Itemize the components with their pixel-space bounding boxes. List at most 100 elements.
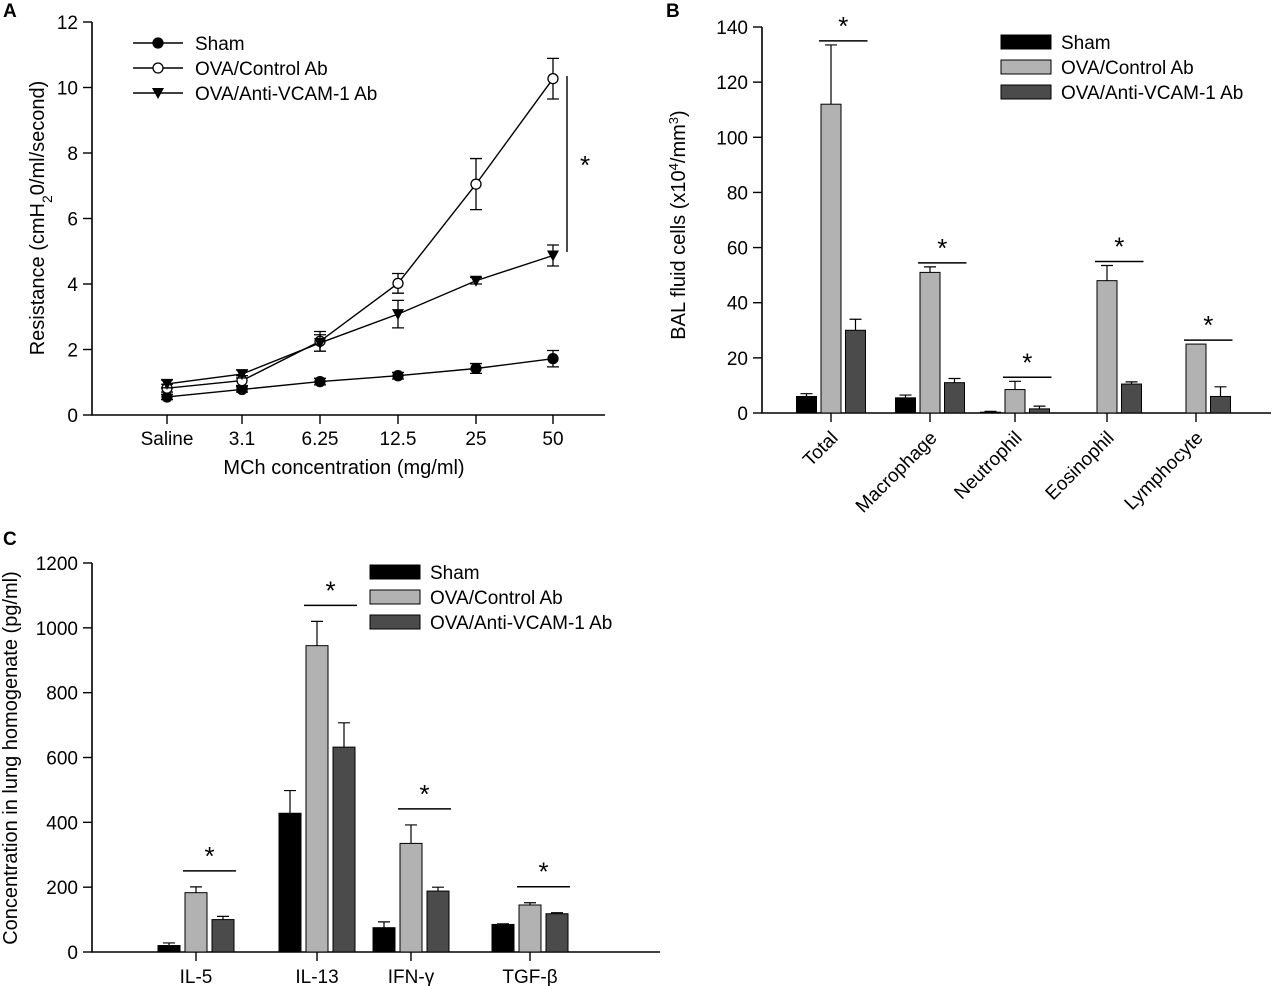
y-axis-label-c: Concentration in lung homogenate (pg/ml)	[0, 571, 22, 945]
chart-a: A 0 2 4 6 8 10 12 Saline 3.1 6.25 12.5 25 50 Resist…	[3, 1, 605, 479]
error-bar-b	[899, 394, 912, 398]
y-tick-label-c: 400	[46, 813, 78, 834]
bar-b	[796, 395, 817, 414]
y-tick-label-c: 200	[46, 878, 78, 899]
data-point-a	[470, 178, 482, 190]
y-axis-ticks-c: 0 200 400 600 800 1000 1200	[36, 554, 92, 964]
bar-c	[545, 913, 569, 953]
error-bar-b	[948, 377, 961, 383]
error-bar-c	[190, 886, 202, 893]
legend-b: Sham OVA/Control Ab OVA/Anti-VCAM-1 Ab	[1000, 33, 1243, 104]
legend-label-c: OVA/Anti-VCAM-1 Ab	[430, 613, 612, 634]
bar-c	[399, 842, 423, 953]
bar-b	[895, 397, 916, 414]
bar-b	[1210, 395, 1231, 414]
legend-marker-a	[152, 62, 164, 74]
bar-group-c: * * * *	[157, 575, 570, 953]
x-tick-label-c: IFN-γ	[388, 967, 435, 986]
error-bar-c	[311, 620, 323, 646]
bar-b	[1185, 343, 1207, 414]
x-axis-label-a: MCh concentration (mg/ml)	[223, 457, 464, 479]
bar-c	[426, 890, 450, 953]
error-bar-c	[432, 886, 444, 892]
y-tick-label-a: 0	[67, 406, 78, 427]
x-tick-label-a: 50	[542, 429, 563, 450]
x-tick-label-b: Lymphocyte	[1121, 428, 1208, 515]
x-tick-label-b: Eosinophil	[1042, 428, 1119, 505]
error-bar-c	[338, 722, 350, 748]
chart-b: B 0 20 40 60 80 100 120 140 Total Macrophage Neut…	[666, 1, 1271, 517]
legend-label-b: OVA/Control Ab	[1061, 58, 1194, 79]
x-tick-label-a: 3.1	[229, 429, 255, 450]
y-tick-label-a: 12	[57, 13, 78, 34]
chart-c: C 0 200 400 600 800 1000 1200 IL-5 IL-13 IFN-γ TG…	[0, 529, 660, 986]
legend-label-b: Sham	[1061, 33, 1111, 54]
y-tick-label-b: 140	[716, 18, 748, 39]
y-tick-label-b: 40	[727, 294, 748, 315]
bar-b	[919, 271, 941, 414]
error-bar-b	[825, 44, 837, 105]
bar-c	[332, 746, 356, 953]
bar-b	[1029, 408, 1050, 414]
x-axis-ticks-a: Saline 3.1 6.25 12.5 25 50	[141, 415, 564, 450]
bar-c	[211, 919, 235, 953]
significance-star-b: *	[1203, 310, 1213, 340]
data-point-a	[547, 73, 559, 85]
legend-swatch-c	[369, 614, 421, 630]
data-point-a	[314, 375, 326, 388]
y-tick-label-c: 0	[67, 943, 78, 964]
legend-label-a: OVA/Anti-VCAM-1 Ab	[195, 84, 377, 105]
legend-swatch-c	[369, 589, 421, 605]
data-point-a	[236, 369, 248, 381]
error-bar-c	[163, 942, 175, 946]
x-tick-label-c: IL-5	[180, 967, 213, 986]
x-tick-label-a: 25	[465, 429, 486, 450]
axes-c	[91, 563, 660, 953]
error-bar-b	[984, 410, 997, 413]
series-line-a	[166, 357, 554, 398]
legend-label-c: OVA/Control Ab	[430, 588, 563, 609]
x-tick-label-c: TGF-β	[502, 967, 557, 986]
legend-label-c: Sham	[430, 563, 480, 584]
bar-c	[372, 927, 396, 953]
data-point-a	[470, 362, 482, 375]
significance-star-b: *	[937, 233, 947, 263]
axes-a	[91, 22, 605, 416]
y-axis-ticks-a: 0 2 4 6 8 10 12	[57, 13, 92, 427]
error-bar-b	[849, 318, 862, 331]
bar-b	[820, 103, 842, 414]
legend-a: Sham OVA/Control Ab OVA/Anti-VCAM-1 Ab	[133, 34, 377, 105]
error-bar-c	[284, 789, 296, 814]
bar-c	[184, 892, 208, 953]
bar-c	[518, 904, 542, 953]
data-point-a	[392, 277, 404, 289]
legend-swatch-c	[369, 564, 421, 580]
y-tick-label-a: 8	[67, 144, 78, 165]
x-tick-label-a: 12.5	[380, 429, 417, 450]
significance-star-c: *	[325, 575, 335, 605]
y-tick-label-b: 100	[716, 128, 748, 149]
y-tick-label-c: 1200	[36, 554, 78, 575]
data-point-a	[547, 353, 559, 365]
data-point-a	[161, 378, 173, 390]
y-tick-label-c: 1000	[36, 619, 78, 640]
y-tick-label-b: 60	[727, 239, 748, 260]
bar-c	[305, 645, 329, 953]
y-axis-label-b: BAL fluid cells (x104/mm3)	[666, 110, 691, 339]
y-axis-label-a: Resistance (cmH20/ml/second)	[27, 81, 55, 356]
y-tick-label-a: 6	[67, 210, 78, 231]
y-tick-label-b: 80	[727, 183, 748, 204]
panel-label-a: A	[3, 1, 17, 22]
series-line-a	[166, 254, 554, 385]
error-bar-c	[497, 923, 509, 925]
y-tick-label-a: 10	[57, 79, 78, 100]
data-point-a	[392, 370, 404, 382]
y-tick-label-c: 600	[46, 749, 78, 770]
y-axis-ticks-b: 0 20 40 60 80 100 120 140	[716, 18, 762, 425]
series-group-a	[161, 57, 559, 403]
legend-c: Sham OVA/Control Ab OVA/Anti-VCAM-1 Ab	[369, 563, 612, 634]
error-bar-b	[924, 266, 936, 273]
x-tick-label-c: IL-13	[295, 967, 338, 986]
x-axis-ticks-b: Total Macrophage Neutrophil Eosinophil Lymph…	[799, 413, 1208, 517]
